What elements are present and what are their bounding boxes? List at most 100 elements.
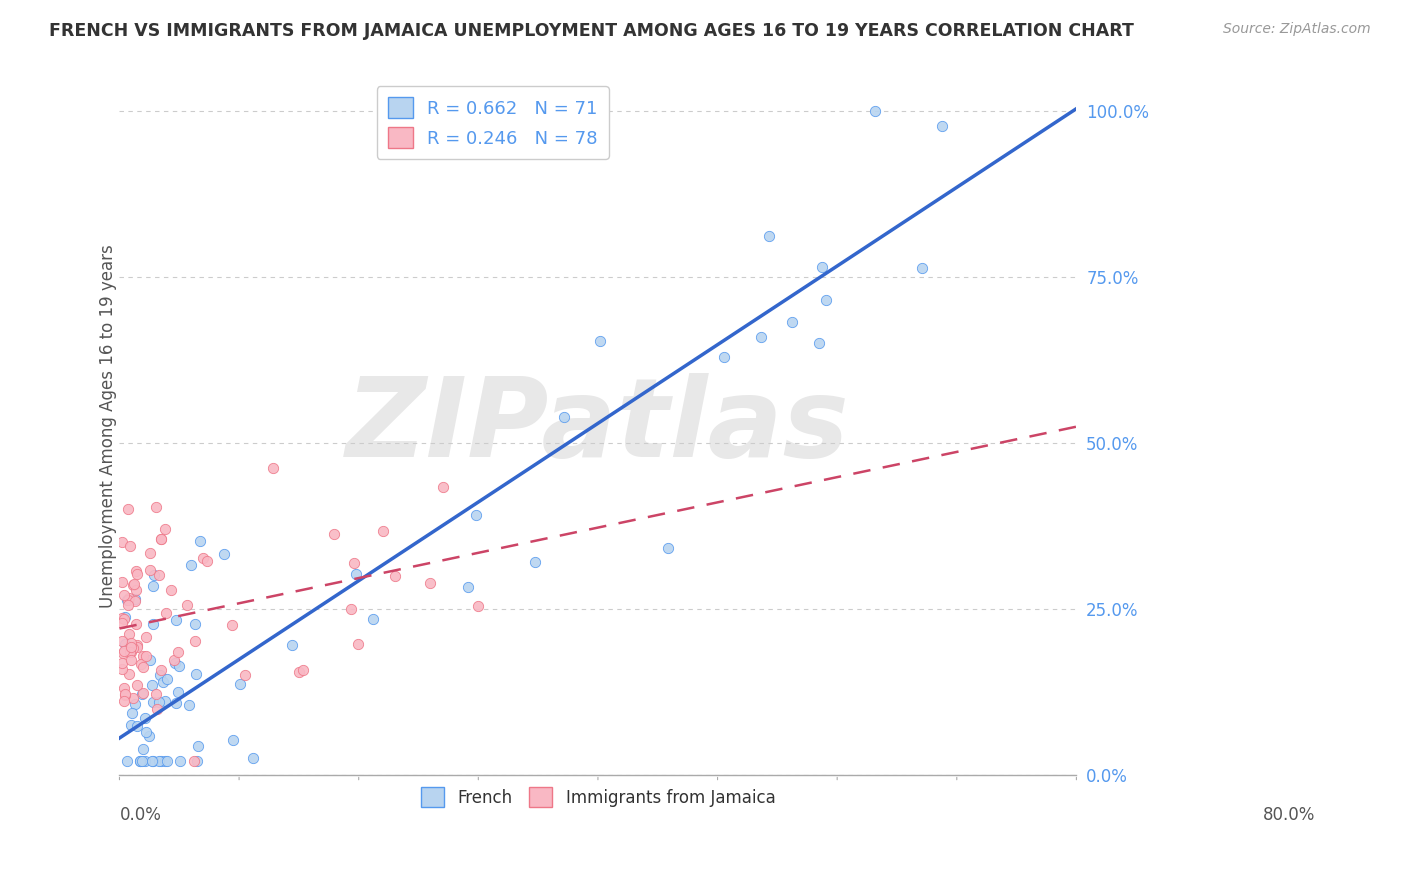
Point (125, 678, 148, 692)
Point (135, 724, 157, 739)
Point (361, 612, 384, 626)
Point (141, 678, 163, 692)
Point (176, 599, 198, 613)
Point (118, 591, 141, 606)
Point (419, 576, 441, 591)
Point (127, 640, 149, 654)
Point (117, 593, 139, 607)
Point (155, 673, 177, 687)
Point (814, 293, 837, 307)
Point (129, 657, 152, 672)
Point (112, 588, 135, 602)
Point (120, 635, 142, 649)
Text: 80.0%: 80.0% (1263, 806, 1316, 824)
Point (149, 668, 172, 682)
Point (233, 668, 256, 682)
Point (132, 742, 155, 756)
Point (288, 665, 311, 680)
Point (111, 634, 134, 648)
Point (115, 593, 138, 607)
Point (553, 409, 575, 424)
Point (112, 694, 135, 708)
Point (457, 580, 479, 594)
Point (188, 533, 211, 548)
Point (112, 644, 135, 658)
Point (122, 640, 145, 655)
Point (121, 706, 143, 721)
Y-axis label: Unemployment Among Ages 16 to 19 years: Unemployment Among Ages 16 to 19 years (100, 244, 117, 607)
Point (183, 634, 205, 648)
Point (156, 754, 179, 768)
Point (112, 612, 135, 626)
Point (169, 754, 191, 768)
Point (187, 739, 209, 753)
Point (134, 754, 156, 768)
Point (931, 119, 953, 133)
Point (112, 681, 135, 696)
Point (132, 648, 155, 663)
Text: 0.0%: 0.0% (120, 806, 162, 824)
Point (125, 565, 148, 579)
Point (149, 532, 172, 546)
Point (180, 558, 202, 573)
Point (132, 660, 155, 674)
Point (145, 500, 167, 514)
Point (127, 566, 149, 581)
Point (184, 617, 207, 632)
Point (323, 527, 346, 541)
Text: Source: ZipAtlas.com: Source: ZipAtlas.com (1223, 22, 1371, 37)
Point (135, 630, 157, 644)
Point (142, 578, 165, 592)
Point (114, 688, 136, 702)
Point (167, 685, 190, 699)
Point (145, 688, 167, 702)
Point (120, 640, 142, 654)
Point (121, 578, 143, 592)
Point (117, 627, 139, 641)
Point (167, 659, 190, 673)
Point (183, 754, 205, 768)
Point (148, 695, 170, 709)
Point (212, 547, 235, 561)
Point (134, 710, 156, 724)
Point (125, 719, 148, 733)
Point (139, 562, 162, 576)
Point (135, 648, 157, 663)
Point (114, 609, 136, 624)
Point (339, 602, 361, 616)
Point (384, 569, 406, 583)
Point (229, 676, 252, 690)
Point (111, 535, 134, 549)
Point (811, 260, 834, 274)
Point (467, 599, 489, 613)
Point (160, 583, 183, 598)
Point (177, 698, 200, 712)
Point (523, 555, 546, 569)
Point (111, 615, 134, 630)
Point (153, 754, 176, 768)
Point (142, 617, 165, 632)
Point (865, 103, 887, 118)
Point (150, 664, 173, 678)
Point (122, 691, 145, 706)
Point (142, 754, 165, 768)
Point (165, 613, 187, 627)
Point (111, 575, 134, 590)
Point (131, 754, 153, 768)
Point (124, 593, 146, 607)
Point (118, 666, 141, 681)
Point (150, 532, 173, 546)
Point (142, 695, 165, 709)
Point (155, 606, 177, 620)
Point (129, 754, 152, 768)
Point (780, 315, 803, 329)
Point (197, 554, 219, 568)
Point (186, 754, 208, 768)
Point (222, 733, 245, 747)
Point (120, 718, 142, 732)
Point (139, 653, 162, 667)
Point (184, 666, 207, 681)
Point (657, 541, 679, 555)
Point (150, 754, 173, 768)
Point (125, 583, 148, 598)
